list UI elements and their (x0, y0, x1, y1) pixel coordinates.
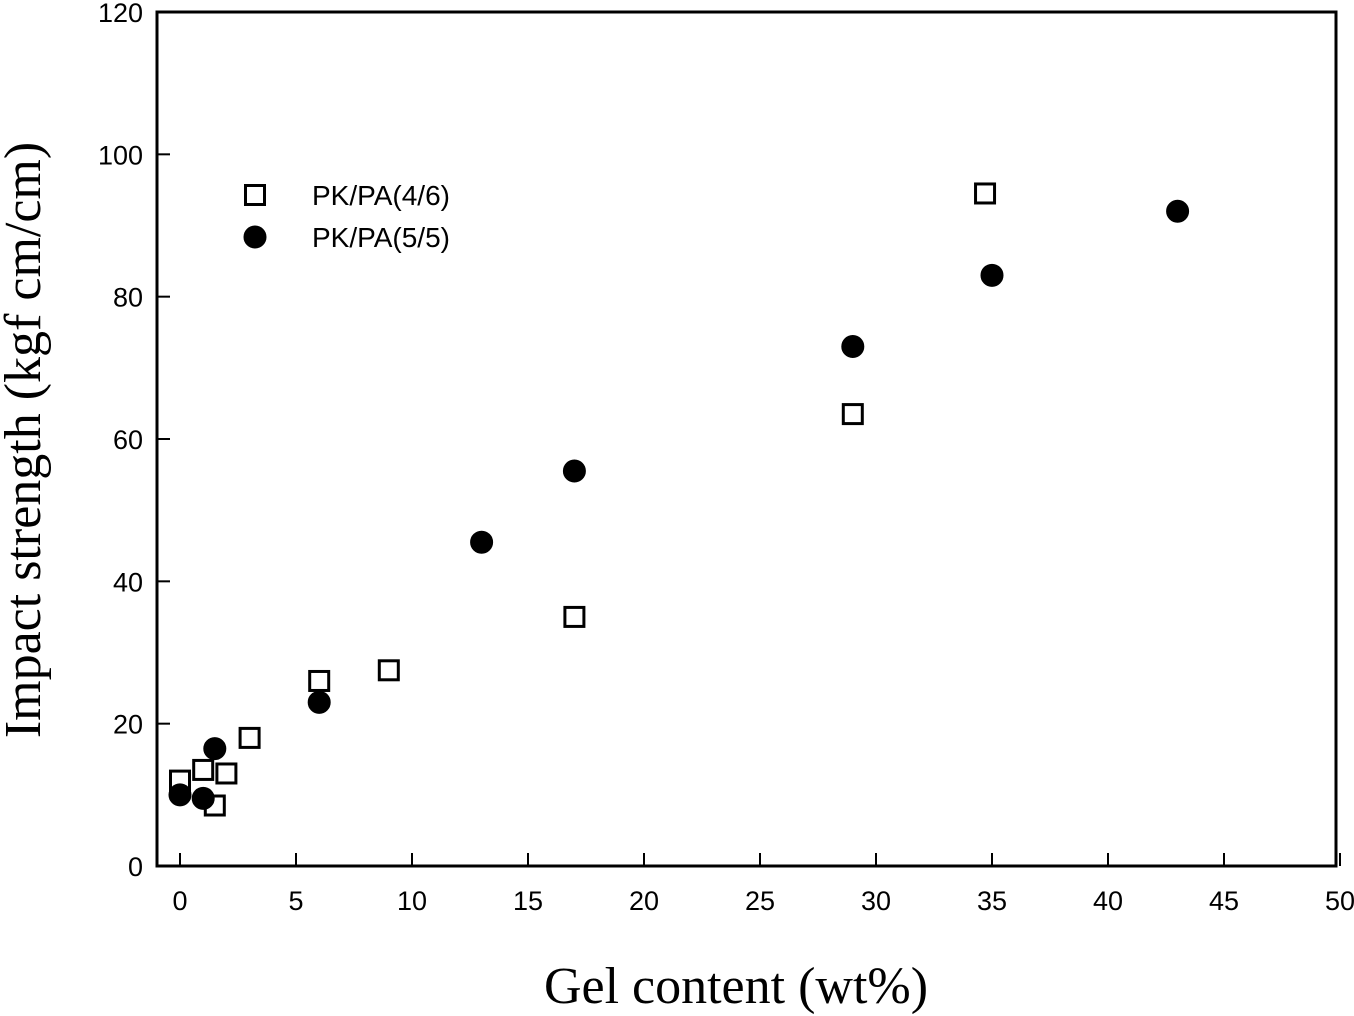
x-tick-label: 50 (1325, 886, 1354, 916)
y-tick-label: 40 (113, 567, 143, 597)
data-point-circle (1166, 199, 1190, 223)
data-point-circle (562, 459, 586, 483)
y-tick-label: 80 (113, 283, 143, 313)
legend-label: PK/PA(4/6) (312, 180, 450, 211)
data-point-square (841, 403, 864, 426)
data-point-circle (168, 783, 192, 807)
data-point-square (563, 605, 586, 628)
plot-area-frame (155, 10, 1338, 868)
x-tick-label: 20 (629, 886, 659, 916)
data-point-square (238, 726, 261, 749)
data-point-square (974, 182, 997, 205)
data-point-circle (470, 530, 494, 554)
x-tick-label: 0 (172, 886, 187, 916)
x-tick-label: 45 (1209, 886, 1239, 916)
data-point-circle (980, 263, 1004, 287)
y-axis-title: Impact strength (kgf cm/cm) (0, 142, 52, 738)
legend-label: PK/PA(5/5) (312, 222, 450, 253)
data-point-circle (203, 737, 227, 761)
x-tick-label: 10 (397, 886, 427, 916)
data-point-square (215, 762, 238, 785)
x-tick-label: 15 (513, 886, 543, 916)
y-tick-label: 120 (98, 0, 143, 28)
x-tick-label: 40 (1093, 886, 1123, 916)
x-tick-label: 25 (745, 886, 775, 916)
data-point-square (377, 659, 400, 682)
legend: PK/PA(4/6) PK/PA(5/5) (243, 180, 450, 253)
data-point-square (192, 758, 215, 781)
data-point-circle (307, 690, 331, 714)
data-point-circle (841, 334, 865, 358)
x-tick-label: 5 (288, 886, 303, 916)
legend-circle-marker (243, 225, 267, 249)
y-tick-label: 20 (113, 710, 143, 740)
y-tick-label: 60 (113, 425, 143, 455)
x-axis-title: Gel content (wt%) (544, 958, 928, 1015)
y-tick-label: 100 (98, 140, 143, 170)
x-tick-label: 30 (861, 886, 891, 916)
legend-square-marker (244, 184, 266, 206)
data-point-square (308, 669, 331, 692)
data-point-circle (191, 786, 215, 810)
y-tick-label: 0 (128, 852, 143, 882)
x-tick-label: 35 (977, 886, 1007, 916)
